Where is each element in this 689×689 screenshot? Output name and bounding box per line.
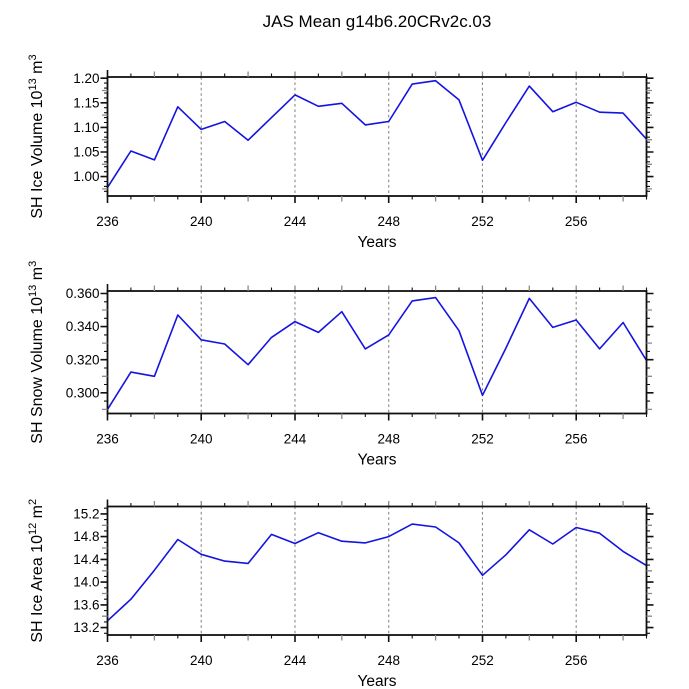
y-axis-title: SH Ice Volume 1013 m3: [27, 54, 46, 218]
x-axis-title: Years: [357, 452, 396, 469]
x-tick-label: 236: [96, 653, 119, 668]
mid-ticks: [102, 285, 652, 419]
y-tick-label: 13.6: [73, 597, 99, 612]
data-line: [106, 296, 648, 410]
panel-snow-volume: 236 240 244 248 252 256 0.300 0.320 0.340 0.360 Ye…: [27, 261, 654, 469]
x-tick-label: 252: [471, 432, 494, 447]
panel-ice-area: 236 240 244 248 252 256 13.2 13.6 14.0 14.4 14.8 15…: [27, 499, 654, 689]
x-tick-label: 248: [377, 653, 400, 668]
x-axis-title: Years: [357, 234, 396, 251]
minor-ticks: [104, 73, 650, 200]
figure-title: JAS Mean g14b6.20CRv2c.03: [263, 12, 492, 31]
y-tick-label: 1.15: [73, 95, 99, 110]
y-axis-title: SH Ice Area 1012 m2: [27, 499, 46, 643]
x-tick-label: 244: [284, 432, 307, 447]
x-tick-label: 248: [377, 432, 400, 447]
x-tick-label: 240: [190, 653, 213, 668]
x-tick-label: 248: [377, 214, 400, 229]
x-tick-label: 252: [471, 214, 494, 229]
panel-ice-volume: 236 240 244 248 252 256 1.00 1.05 1.10 1.15 1.20 Ye…: [27, 54, 654, 251]
mid-ticks: [102, 71, 652, 202]
y-tick-label: 1.00: [73, 169, 99, 184]
y-axis-title: SH Snow Volume 1013 m3: [27, 261, 46, 444]
y-tick-label: 0.360: [66, 286, 100, 301]
x-tick-label: 236: [96, 214, 119, 229]
y-tick-label: 0.320: [66, 352, 100, 367]
data-line: [106, 79, 648, 188]
minor-ticks: [104, 503, 650, 639]
x-tick-label: 244: [284, 214, 307, 229]
x-tick-label: 252: [471, 653, 494, 668]
y-tick-label: 1.10: [73, 120, 99, 135]
x-tick-label: 256: [565, 214, 588, 229]
major-ticks: [100, 70, 654, 203]
y-tick-label: 1.05: [73, 145, 99, 160]
minor-ticks: [104, 287, 650, 417]
x-tick-label: 236: [96, 432, 119, 447]
x-tick-label: 240: [190, 214, 213, 229]
plot-frame: [106, 290, 648, 415]
x-tick-label: 256: [565, 432, 588, 447]
y-tick-label: 1.20: [73, 71, 99, 86]
major-ticks: [100, 284, 654, 421]
y-tick-label: 14.0: [73, 575, 99, 590]
x-axis-title: Years: [357, 673, 396, 689]
y-tick-label: 13.2: [73, 620, 99, 635]
y-tick-label: 0.340: [66, 319, 100, 334]
x-tick-label: 240: [190, 432, 213, 447]
y-tick-label: 15.2: [73, 506, 99, 521]
x-tick-label: 256: [565, 653, 588, 668]
y-tick-label: 14.4: [73, 552, 100, 567]
plot-frame: [106, 505, 648, 636]
data-line: [106, 523, 647, 622]
plot-frame: [106, 76, 648, 197]
mid-ticks: [102, 501, 652, 641]
x-tick-label: 244: [284, 653, 307, 668]
major-ticks: [100, 499, 654, 642]
y-tick-label: 14.8: [73, 529, 99, 544]
y-tick-label: 0.300: [66, 385, 100, 400]
